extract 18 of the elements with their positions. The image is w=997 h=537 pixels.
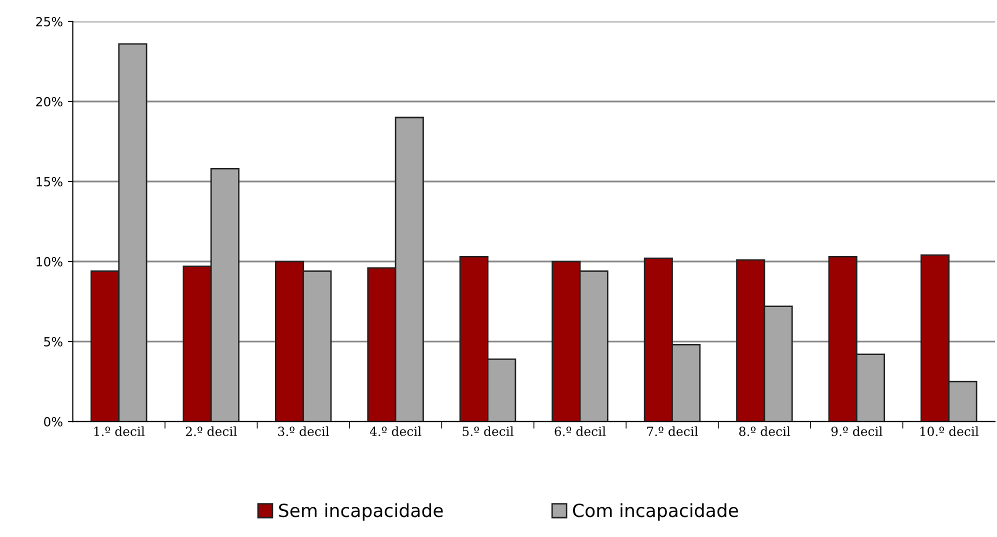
y-tick-label: 0%: [44, 417, 62, 426]
x-tick-label: 10.º decil: [920, 426, 979, 436]
y-tick-label: 20%: [36, 96, 62, 106]
legend-label: Sem incapacidade: [279, 503, 443, 521]
y-tick-label: 25%: [36, 16, 62, 26]
x-tick-label: 8.º decil: [739, 426, 790, 436]
legend-label: Com incapacidade: [573, 503, 738, 521]
y-tick-label: 10%: [36, 256, 62, 266]
x-tick-label: 7.º decil: [647, 426, 698, 436]
y-tick-label: 5%: [44, 337, 62, 346]
x-tick-label: 3.º decil: [278, 426, 330, 436]
x-tick-label: 9.º decil: [831, 426, 882, 436]
x-tick-label: 6.º decil: [554, 426, 606, 436]
x-tick-label: 2.º decil: [186, 426, 237, 436]
x-tick-label: 5.º decil: [462, 426, 514, 436]
x-tick-label: 4.º decil: [370, 426, 422, 436]
y-tick-label: 15%: [36, 176, 62, 186]
x-tick-label: 1.º decil: [94, 426, 145, 436]
